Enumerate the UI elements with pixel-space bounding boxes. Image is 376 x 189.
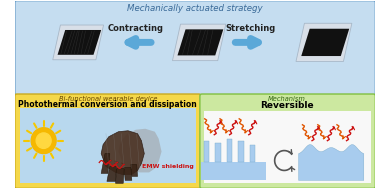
Circle shape: [31, 128, 56, 154]
FancyBboxPatch shape: [227, 139, 232, 163]
Polygon shape: [101, 131, 144, 174]
Text: Mechanism: Mechanism: [268, 96, 306, 102]
FancyBboxPatch shape: [215, 143, 221, 163]
Text: EMW shielding: EMW shielding: [143, 164, 194, 169]
Text: Contracting: Contracting: [108, 24, 164, 33]
FancyBboxPatch shape: [200, 94, 375, 188]
Polygon shape: [118, 129, 162, 172]
FancyBboxPatch shape: [201, 163, 266, 180]
Text: Bi-functional wearable device: Bi-functional wearable device: [59, 96, 157, 102]
Polygon shape: [177, 29, 223, 55]
Polygon shape: [173, 24, 226, 61]
Polygon shape: [301, 29, 349, 56]
Polygon shape: [58, 30, 101, 55]
Text: Mechanically actuated strategy: Mechanically actuated strategy: [127, 4, 263, 13]
Polygon shape: [115, 168, 124, 183]
Circle shape: [36, 133, 51, 148]
Polygon shape: [101, 154, 110, 174]
FancyBboxPatch shape: [20, 108, 196, 183]
Text: Stretching: Stretching: [226, 24, 276, 33]
Polygon shape: [124, 167, 132, 180]
Text: Photothermal conversion and dissipation: Photothermal conversion and dissipation: [18, 100, 197, 109]
FancyBboxPatch shape: [250, 145, 255, 163]
Text: Reversible: Reversible: [260, 101, 314, 110]
Polygon shape: [53, 25, 103, 60]
Polygon shape: [296, 23, 352, 61]
Polygon shape: [131, 164, 138, 176]
Polygon shape: [107, 167, 117, 181]
FancyBboxPatch shape: [204, 141, 209, 163]
Polygon shape: [299, 145, 364, 180]
FancyBboxPatch shape: [204, 111, 371, 183]
FancyBboxPatch shape: [15, 94, 201, 188]
FancyBboxPatch shape: [15, 1, 375, 95]
FancyBboxPatch shape: [238, 141, 244, 163]
